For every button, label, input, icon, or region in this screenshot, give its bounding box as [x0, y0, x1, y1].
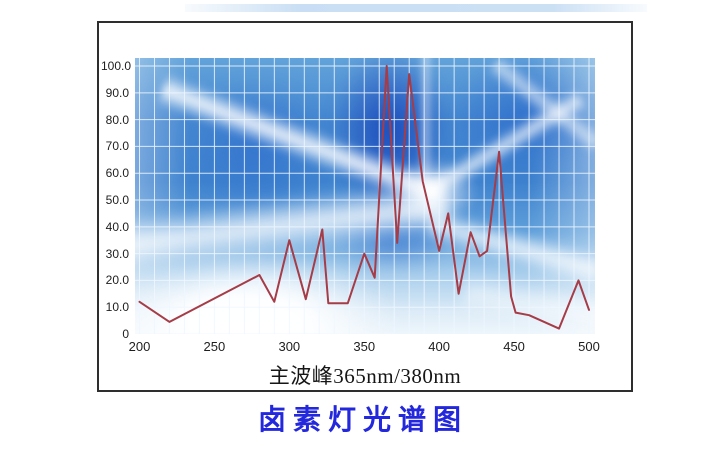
y-tick-label: 40.0: [105, 219, 129, 234]
y-tick-label: 100.0: [101, 59, 132, 74]
chart-title: 卤素灯光谱图: [257, 403, 468, 436]
photo-scan-strip: [185, 4, 647, 12]
x-tick-label: 400: [428, 339, 451, 354]
grid-and-line-svg: [135, 58, 595, 334]
chart-frame: 100.0 90.0 80.0 70.0 60.0 50.0 40.0 30.0 20.0 10.…: [97, 21, 633, 392]
x-tick-label: 250: [203, 339, 226, 354]
x-tick-label: 350: [353, 339, 376, 354]
y-axis: 100.0 90.0 80.0 70.0 60.0 50.0 40.0 30.0 20.0 10.…: [101, 58, 132, 341]
x-tick-label: 300: [278, 339, 301, 354]
y-tick-label: 50.0: [105, 193, 129, 208]
x-tick-label: 200: [128, 339, 151, 354]
x-tick-label: 450: [503, 339, 525, 354]
y-tick-label: 80.0: [105, 112, 129, 127]
y-tick-label: 90.0: [105, 85, 129, 100]
peak-caption: 主波峰365nm/380nm: [268, 364, 462, 388]
x-tick-label: 500: [578, 339, 600, 354]
y-tick-label: 70.0: [105, 139, 129, 154]
y-tick-label: 20.0: [105, 273, 129, 288]
y-tick-label: 0: [122, 327, 129, 341]
plot-area: [135, 58, 595, 334]
y-tick-label: 30.0: [105, 246, 129, 261]
y-tick-label: 60.0: [105, 166, 129, 181]
y-tick-label: 10.0: [105, 300, 129, 315]
spectrum-line: [138, 65, 590, 330]
x-axis: 200 250 300 350 400 450 500: [129, 339, 600, 357]
